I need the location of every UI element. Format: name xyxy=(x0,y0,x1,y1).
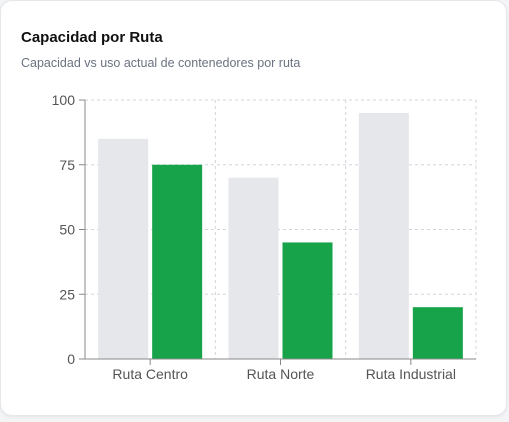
chart-subtitle: Capacidad vs uso actual de contenedores … xyxy=(21,56,301,70)
bar-capacity xyxy=(98,138,149,359)
chart-title: Capacidad por Ruta xyxy=(21,29,163,46)
x-tick-label: Ruta Centro xyxy=(112,366,188,382)
bar-capacity xyxy=(228,177,279,359)
bar-usage xyxy=(282,242,333,359)
y-tick-label: 0 xyxy=(67,351,75,367)
x-tick-label: Ruta Norte xyxy=(247,366,315,382)
x-tick-label: Ruta Industrial xyxy=(366,366,456,382)
y-tick-label: 50 xyxy=(59,222,75,238)
bar-capacity xyxy=(358,112,409,359)
bar-usage xyxy=(152,164,203,359)
bar-usage xyxy=(412,307,463,359)
y-tick-label: 75 xyxy=(59,157,75,173)
y-tick-label: 100 xyxy=(52,92,76,108)
y-tick-label: 25 xyxy=(59,286,75,302)
